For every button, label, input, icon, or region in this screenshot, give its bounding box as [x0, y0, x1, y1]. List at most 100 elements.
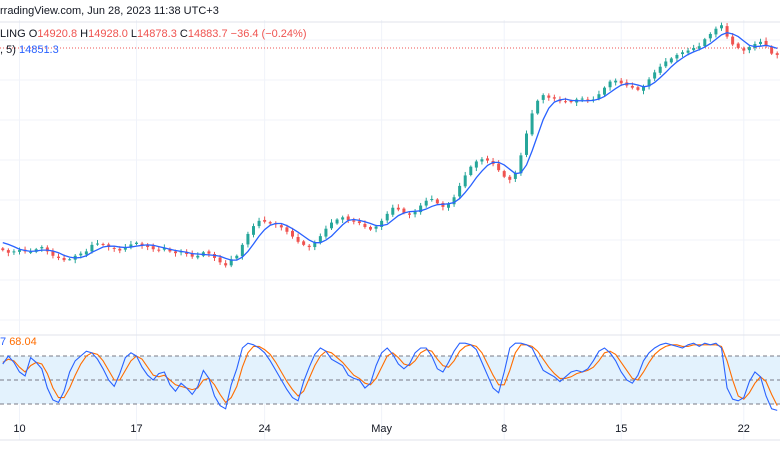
candle-body[interactable]: [636, 87, 640, 90]
candle-body[interactable]: [279, 225, 283, 228]
candle-body[interactable]: [268, 222, 272, 224]
candle-body[interactable]: [720, 25, 723, 29]
candle-body[interactable]: [686, 50, 690, 53]
candle-body[interactable]: [224, 263, 228, 266]
candle-body[interactable]: [486, 158, 489, 161]
candle-body[interactable]: [603, 87, 606, 95]
candle-body[interactable]: [291, 230, 294, 237]
candle-body[interactable]: [162, 247, 166, 250]
candle-body[interactable]: [435, 199, 439, 204]
candle-body[interactable]: [129, 244, 133, 248]
candle-body[interactable]: [96, 243, 99, 245]
candle-body[interactable]: [302, 241, 306, 245]
candle-body[interactable]: [324, 228, 328, 237]
candle-body[interactable]: [318, 236, 322, 242]
candle-body[interactable]: [168, 248, 172, 252]
candle-body[interactable]: [157, 249, 161, 251]
candle-body[interactable]: [452, 197, 456, 205]
candle-body[interactable]: [40, 247, 44, 249]
candle-body[interactable]: [252, 226, 255, 235]
candle-body[interactable]: [530, 113, 534, 135]
candle-body[interactable]: [770, 46, 774, 54]
candle-body[interactable]: [29, 251, 33, 253]
candle-body[interactable]: [759, 41, 762, 45]
candle-body[interactable]: [692, 47, 696, 51]
candle-body[interactable]: [263, 219, 267, 222]
candle-body[interactable]: [140, 243, 144, 246]
candle-body[interactable]: [480, 159, 484, 162]
candle-body[interactable]: [469, 166, 473, 175]
ma-line[interactable]: [2, 31, 778, 261]
candle-body[interactable]: [90, 244, 94, 252]
candle-body[interactable]: [597, 94, 601, 99]
candle-body[interactable]: [731, 36, 735, 45]
candle-body[interactable]: [669, 58, 673, 63]
candle-body[interactable]: [357, 221, 361, 224]
candle-body[interactable]: [352, 220, 356, 222]
candle-body[interactable]: [57, 256, 60, 258]
candle-body[interactable]: [257, 220, 261, 227]
candle-body[interactable]: [614, 80, 618, 83]
candle-body[interactable]: [391, 207, 395, 215]
candle-body[interactable]: [413, 211, 417, 215]
candle-body[interactable]: [519, 155, 523, 174]
stoch-k-line[interactable]: [2, 342, 778, 411]
candle-body[interactable]: [502, 171, 506, 177]
candle-body[interactable]: [246, 233, 250, 245]
candle-body[interactable]: [536, 100, 540, 114]
candle-body[interactable]: [664, 61, 668, 67]
candle-body[interactable]: [313, 242, 317, 248]
candle-body[interactable]: [541, 95, 545, 100]
candle-body[interactable]: [619, 80, 623, 84]
candle-body[interactable]: [174, 251, 177, 254]
candle-body[interactable]: [569, 100, 573, 103]
candle-body[interactable]: [380, 220, 384, 227]
candle-body[interactable]: [62, 257, 66, 261]
candle-body[interactable]: [84, 251, 88, 255]
candle-body[interactable]: [474, 161, 478, 168]
candle-body[interactable]: [408, 213, 411, 215]
candle-body[interactable]: [363, 223, 367, 227]
candle-body[interactable]: [430, 199, 434, 201]
candle-body[interactable]: [196, 255, 200, 258]
candle-body[interactable]: [714, 28, 718, 35]
candle-body[interactable]: [703, 39, 707, 47]
candle-body[interactable]: [235, 255, 239, 259]
candle-body[interactable]: [101, 243, 105, 245]
candle-body[interactable]: [123, 247, 127, 250]
stoch-d-line[interactable]: [2, 344, 778, 406]
candle-body[interactable]: [447, 204, 450, 208]
candle-body[interactable]: [240, 244, 244, 257]
candle-body[interactable]: [742, 48, 746, 51]
candle-body[interactable]: [508, 176, 512, 180]
candle-body[interactable]: [18, 250, 21, 252]
candle-body[interactable]: [513, 172, 517, 179]
candle-body[interactable]: [218, 257, 222, 263]
candle-body[interactable]: [396, 207, 400, 210]
candle-body[interactable]: [653, 72, 657, 79]
candle-body[interactable]: [463, 175, 467, 187]
candle-body[interactable]: [630, 85, 634, 88]
candle-body[interactable]: [330, 222, 333, 229]
candle-body[interactable]: [346, 216, 350, 220]
candle-body[interactable]: [296, 237, 300, 242]
candle-body[interactable]: [697, 46, 701, 49]
candle-body[interactable]: [586, 99, 590, 101]
candle-body[interactable]: [190, 253, 194, 257]
candle-body[interactable]: [708, 33, 712, 39]
candle-body[interactable]: [112, 247, 116, 249]
candle-body[interactable]: [146, 245, 150, 248]
candle-body[interactable]: [608, 81, 612, 88]
candle-body[interactable]: [151, 246, 155, 250]
candle-body[interactable]: [374, 226, 378, 229]
candle-body[interactable]: [229, 259, 233, 266]
candle-body[interactable]: [441, 202, 445, 207]
candle-body[interactable]: [207, 251, 211, 254]
candle-body[interactable]: [419, 205, 423, 213]
candle-body[interactable]: [424, 200, 428, 206]
candle-body[interactable]: [552, 97, 556, 99]
candle-body[interactable]: [775, 53, 779, 55]
candle-body[interactable]: [68, 259, 72, 261]
candle-body[interactable]: [285, 227, 289, 232]
